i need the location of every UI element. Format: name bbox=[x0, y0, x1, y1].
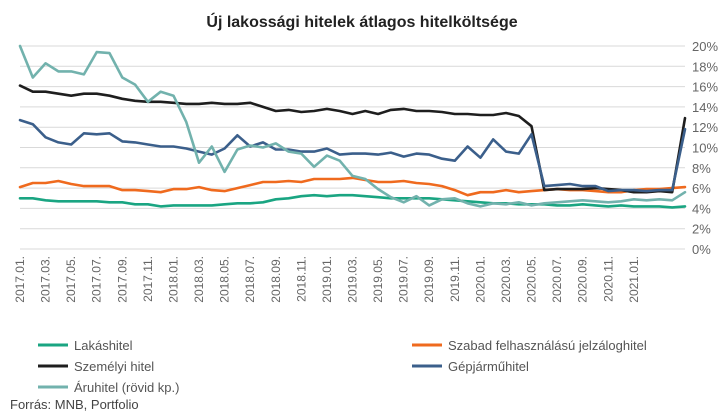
x-tick-label: 2020.07. bbox=[550, 256, 564, 303]
x-tick-label: 2020.11. bbox=[601, 256, 615, 302]
gridlines bbox=[20, 45, 685, 250]
x-tick-label: 2021.01. bbox=[627, 256, 641, 303]
x-tick-label: 2019.11. bbox=[448, 256, 462, 302]
x-axis-ticks: 2017.01. 2017.03. 2017.05. 2017.07. 2017.09.… bbox=[13, 256, 641, 303]
legend-label: Lakáshitel bbox=[74, 338, 133, 353]
y-tick-label: 12% bbox=[692, 120, 718, 135]
x-tick-label: 2018.11. bbox=[294, 256, 308, 302]
y-axis-ticks: 0% 2% 4% 6% 8% 10% 12% 14% 16% 18% 20% bbox=[692, 39, 718, 257]
y-tick-label: 18% bbox=[692, 59, 718, 74]
y-tick-label: 8% bbox=[692, 161, 711, 176]
y-tick-label: 10% bbox=[692, 141, 718, 156]
x-tick-label: 2017.11. bbox=[141, 256, 155, 302]
x-tick-label: 2019.07. bbox=[397, 256, 411, 303]
legend-label: Személyi hitel bbox=[74, 359, 154, 374]
x-tick-label: 2017.01. bbox=[13, 256, 27, 303]
chart-title: Új lakossági hitelek átlagos hitelköltsé… bbox=[206, 12, 517, 31]
x-tick-label: 2020.09. bbox=[576, 256, 590, 303]
x-tick-label: 2018.01. bbox=[166, 256, 180, 303]
x-tick-label: 2018.07. bbox=[243, 256, 257, 303]
x-tick-label: 2019.09. bbox=[422, 256, 436, 303]
legend-label: Áruhitel (rövid kp.) bbox=[74, 380, 179, 395]
y-tick-label: 16% bbox=[692, 80, 718, 95]
x-tick-label: 2018.09. bbox=[269, 256, 283, 303]
legend-label: Gépjárműhitel bbox=[448, 359, 529, 374]
x-tick-label: 2019.01. bbox=[320, 256, 334, 303]
legend-label: Szabad felhasználású jelzáloghitel bbox=[448, 338, 647, 353]
legend: Lakáshitel Szabad felhasználású jelzálogh… bbox=[38, 338, 647, 395]
x-tick-label: 2018.03. bbox=[192, 256, 206, 303]
x-tick-label: 2017.07. bbox=[90, 256, 104, 303]
y-tick-label: 14% bbox=[692, 100, 718, 115]
y-tick-label: 0% bbox=[692, 242, 711, 257]
series-line-4 bbox=[18, 44, 687, 208]
y-tick-label: 4% bbox=[692, 201, 711, 216]
x-tick-label: 2018.05. bbox=[218, 256, 232, 303]
source-note: Forrás: MNB, Portfolio bbox=[10, 397, 139, 412]
x-tick-label: 2017.09. bbox=[115, 256, 129, 303]
x-tick-label: 2020.05. bbox=[525, 256, 539, 303]
x-tick-label: 2017.05. bbox=[64, 256, 78, 303]
x-tick-label: 2019.03. bbox=[346, 256, 360, 303]
x-tick-label: 2019.05. bbox=[371, 256, 385, 303]
y-tick-label: 2% bbox=[692, 222, 711, 237]
series-line-0 bbox=[18, 193, 687, 209]
series-line-2 bbox=[18, 84, 687, 194]
y-tick-label: 20% bbox=[692, 39, 718, 54]
x-tick-label: 2020.03. bbox=[499, 256, 513, 303]
series-lines bbox=[18, 44, 687, 209]
series-line-3 bbox=[18, 118, 687, 193]
x-tick-label: 2020.01. bbox=[473, 256, 487, 303]
y-tick-label: 6% bbox=[692, 181, 711, 196]
x-tick-label: 2017.03. bbox=[39, 256, 53, 303]
